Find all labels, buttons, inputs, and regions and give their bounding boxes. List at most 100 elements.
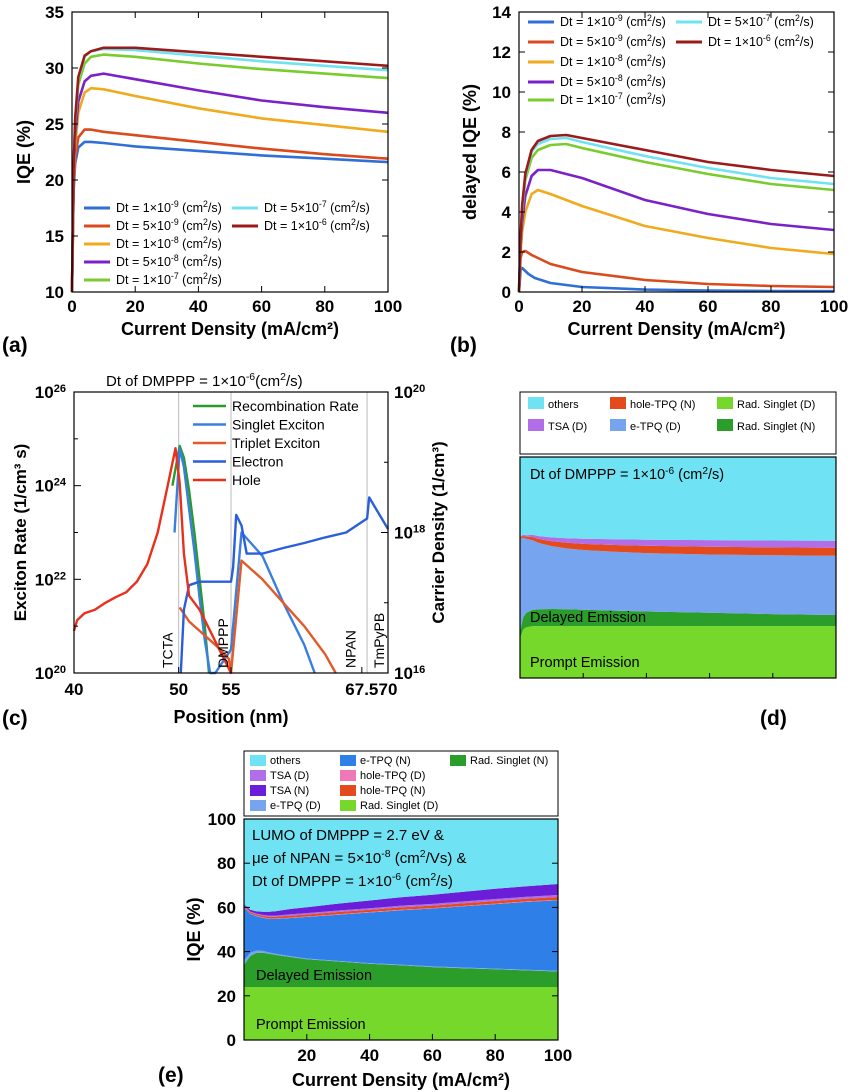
series-line-1 bbox=[70, 140, 389, 293]
region-label: Prompt Emission bbox=[256, 1017, 366, 1033]
legend-label: e-TPQ (N) bbox=[360, 755, 411, 767]
y-tick-label: 40 bbox=[217, 943, 236, 962]
x-tick-label: 60 bbox=[252, 297, 271, 316]
y-tick-label: 4 bbox=[502, 203, 512, 222]
area-band-8 bbox=[244, 884, 558, 916]
legend-swatch bbox=[340, 770, 356, 781]
legend-label: Dt = 1×10-8 (cm2/s) bbox=[560, 53, 666, 69]
panel-a: 0 20 40 60 80 100 10 15 20 25 30 35 Current Density … bbox=[2, 3, 402, 357]
legend-label: hole-TPQ (D) bbox=[360, 770, 425, 782]
y-tick-label: 6 bbox=[502, 163, 511, 182]
x-tick-label: 67.5 bbox=[345, 680, 378, 699]
legend-swatch bbox=[610, 419, 626, 431]
legend-box bbox=[519, 391, 837, 455]
legend-label: e-TPQ (D) bbox=[630, 421, 681, 433]
legend-label: Dt = 1×10-6 (cm2/s) bbox=[708, 33, 814, 49]
legend-label: hole-TPQ (N) bbox=[360, 785, 425, 797]
y-tick-label: 35 bbox=[45, 3, 64, 22]
legend-swatch bbox=[717, 397, 733, 409]
y-tick-label: 14 bbox=[492, 3, 511, 22]
legend-label: Rad. Singlet (D) bbox=[737, 399, 815, 411]
layer-label: TCTA bbox=[160, 632, 176, 668]
legend-label: Dt = 5×10-8 (cm2/s) bbox=[116, 253, 222, 269]
x-tick-label: 80 bbox=[315, 297, 334, 316]
y2-axis-title: Carrier Density (1/cm³) bbox=[429, 441, 448, 623]
area-band-2 bbox=[520, 609, 836, 639]
legend-swatch bbox=[250, 785, 266, 796]
legend-label: Dt = 1×10-9 (cm2/s) bbox=[560, 13, 666, 29]
legend-label: others bbox=[270, 755, 301, 767]
legend-label: Dt = 1×10-8 (cm2/s) bbox=[116, 235, 222, 251]
y-axis-title: delayed IQE (%) bbox=[460, 84, 480, 220]
y-axis-title: Exciton Rate (1/cm³ s) bbox=[11, 444, 30, 622]
x-tick-label: 70 bbox=[379, 680, 398, 699]
plot-frame bbox=[73, 391, 389, 674]
y-tick-label: 1024 bbox=[35, 477, 67, 496]
legend-box bbox=[243, 750, 559, 817]
legend-swatch bbox=[528, 419, 544, 431]
y-tick-label: 20 bbox=[45, 171, 64, 190]
legend-label: Singlet Exciton bbox=[232, 417, 325, 433]
y-tick-label: 60 bbox=[217, 898, 236, 917]
x-tick-label: 60 bbox=[423, 1046, 442, 1065]
y-tick-label: 20 bbox=[217, 987, 236, 1006]
area-band-2 bbox=[244, 952, 558, 987]
legend-label: Rad. Singlet (D) bbox=[360, 800, 438, 812]
x-tick-label: 55 bbox=[222, 680, 241, 699]
legend-label: Rad. Singlet (N) bbox=[737, 421, 815, 433]
area-band-5 bbox=[244, 899, 558, 919]
layer-label: DMPPP bbox=[215, 618, 231, 668]
y-tick-label: 12 bbox=[492, 43, 511, 62]
area-band-6 bbox=[244, 897, 558, 919]
legend-label: Electron bbox=[232, 454, 283, 470]
x-tick-label: 20 bbox=[573, 297, 592, 316]
area-band-5 bbox=[520, 534, 836, 548]
layer-label: NPAN bbox=[343, 630, 359, 668]
area-band-9 bbox=[244, 819, 558, 912]
plot-frame bbox=[243, 818, 559, 1041]
series-line-5 bbox=[517, 142, 835, 293]
panel-d bbox=[520, 457, 836, 678]
legend-label: Dt = 5×10-8 (cm2/s) bbox=[560, 73, 666, 89]
legend-label: TSA (D) bbox=[548, 421, 587, 433]
legend-label: others bbox=[548, 399, 579, 411]
annotation-line: Dt of DMPPP = 1×10-6 (cm2/s) bbox=[252, 871, 453, 890]
legend-swatch bbox=[340, 755, 356, 766]
legend-label: Recombination Rate bbox=[232, 398, 359, 414]
legend-label: Dt = 1×10-7 (cm2/s) bbox=[560, 91, 666, 107]
series-line-3 bbox=[517, 188, 835, 293]
chart-title: Dt of DMPPP = 1×10-6 (cm2/s) bbox=[530, 466, 724, 484]
x-tick-label: 0 bbox=[514, 297, 523, 316]
x-tick-label: 40 bbox=[636, 297, 655, 316]
series-line-4 bbox=[179, 496, 390, 674]
y2-tick-label: 1016 bbox=[394, 664, 425, 683]
legend-label: Dt = 5×10-9 (cm2/s) bbox=[560, 33, 666, 49]
y-tick-label: 1026 bbox=[35, 383, 66, 402]
chart-title: Dt of DMPPP = 1×10-6(cm2/s) bbox=[106, 371, 303, 390]
x-tick-label: 0 bbox=[67, 297, 76, 316]
legend-label: Hole bbox=[232, 472, 261, 488]
legend-label: Triplet Exciton bbox=[232, 435, 320, 451]
legend-label: e-TPQ (D) bbox=[270, 800, 321, 812]
panel-c: 40 50 55 67.5 70 1020 1022 1024 1026 1016 1018 1020… bbox=[2, 371, 448, 730]
x-tick-label: 60 bbox=[699, 297, 718, 316]
x-axis-title: Current Density (mA/cm²) bbox=[292, 1070, 510, 1090]
y-tick-label: 80 bbox=[217, 854, 236, 873]
layer-label: TmPyPB bbox=[371, 613, 387, 668]
x-axis-title: Position (nm) bbox=[174, 707, 289, 727]
panel-b: 0 20 40 60 80 100 0 2 4 6 8 10 12 14 Current Density (… bbox=[450, 3, 848, 357]
y-tick-label: 30 bbox=[45, 59, 64, 78]
x-tick-label: 40 bbox=[360, 1046, 379, 1065]
y-axis-title: IQE (%) bbox=[184, 897, 204, 961]
x-tick-label: 80 bbox=[762, 297, 781, 316]
plot-frame bbox=[71, 11, 389, 293]
y-tick-label: 10 bbox=[492, 83, 511, 102]
legend-label: Rad. Singlet (N) bbox=[470, 755, 548, 767]
panel-label: (b) bbox=[450, 334, 477, 357]
area-band-1 bbox=[520, 626, 836, 678]
series-line-7 bbox=[517, 133, 835, 293]
legend-label: Dt = 5×10-9 (cm2/s) bbox=[116, 217, 222, 233]
x-tick-label: 50 bbox=[169, 680, 188, 699]
y-tick-label: 0 bbox=[502, 283, 511, 302]
y2-tick-label: 1020 bbox=[394, 383, 425, 402]
